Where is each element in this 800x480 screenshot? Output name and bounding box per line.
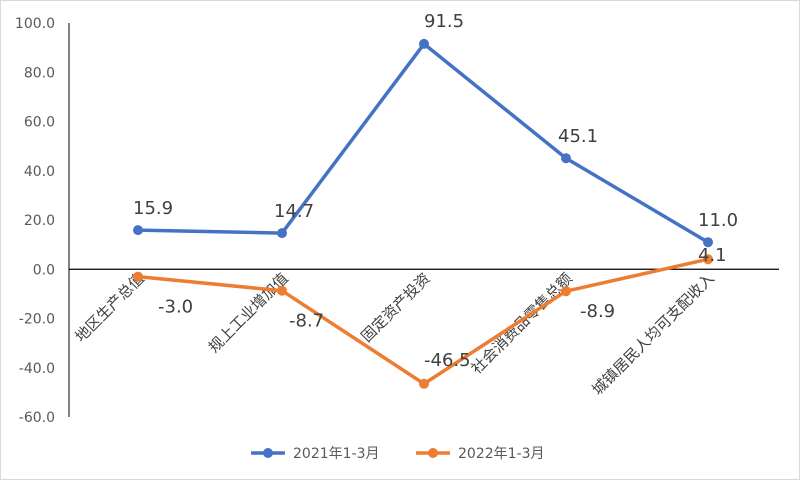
data-labels: 15.9 14.7 91.5 45.1 11.0 -3.0 -8.7 -46.5 -8.9 4.1 <box>133 11 738 371</box>
data-label: 91.5 <box>424 11 464 32</box>
x-category-label: 规上工业增加值 <box>205 269 292 356</box>
data-point <box>419 378 429 389</box>
x-category-label: 社会消费品零售总额 <box>468 269 576 377</box>
data-label: -8.7 <box>289 311 324 332</box>
x-category-label: 固定资产投资 <box>357 269 433 345</box>
data-point <box>277 285 287 296</box>
data-point <box>703 254 713 265</box>
data-label: -3.0 <box>158 297 193 318</box>
y-tick-label: -40.0 <box>19 361 55 377</box>
data-label: -46.5 <box>424 350 471 371</box>
y-tick-label: 100.0 <box>15 16 55 32</box>
data-label: 11.0 <box>698 210 738 231</box>
legend-label: 2021年1-3月 <box>293 446 380 462</box>
data-point <box>561 286 571 297</box>
y-tick-label: 0.0 <box>33 262 55 278</box>
legend-label: 2022年1-3月 <box>458 446 545 462</box>
y-tick-label: 80.0 <box>24 65 55 81</box>
legend: 2021年1-3月 2022年1-3月 <box>251 446 545 462</box>
data-point <box>133 225 143 236</box>
x-category-label: 城镇居民人均可支配收入 <box>588 269 717 398</box>
data-point <box>133 271 143 282</box>
series-line <box>137 42 709 244</box>
y-tick-label: 20.0 <box>24 213 55 229</box>
data-label: 14.7 <box>274 201 314 222</box>
series-group <box>133 38 713 389</box>
data-point <box>277 228 287 239</box>
y-tick-label: -20.0 <box>19 312 55 328</box>
data-point <box>703 237 713 248</box>
data-label: -8.9 <box>580 301 615 322</box>
y-tick-label: 60.0 <box>24 115 55 131</box>
data-label: 15.9 <box>133 198 173 219</box>
y-tick-label: -60.0 <box>19 410 55 426</box>
data-label: 45.1 <box>558 126 598 147</box>
data-point <box>561 153 571 164</box>
legend-marker <box>263 448 273 458</box>
legend-marker <box>428 448 438 458</box>
data-point <box>419 38 429 49</box>
data-label: 4.1 <box>698 245 727 266</box>
y-tick-label: 40.0 <box>24 164 55 180</box>
